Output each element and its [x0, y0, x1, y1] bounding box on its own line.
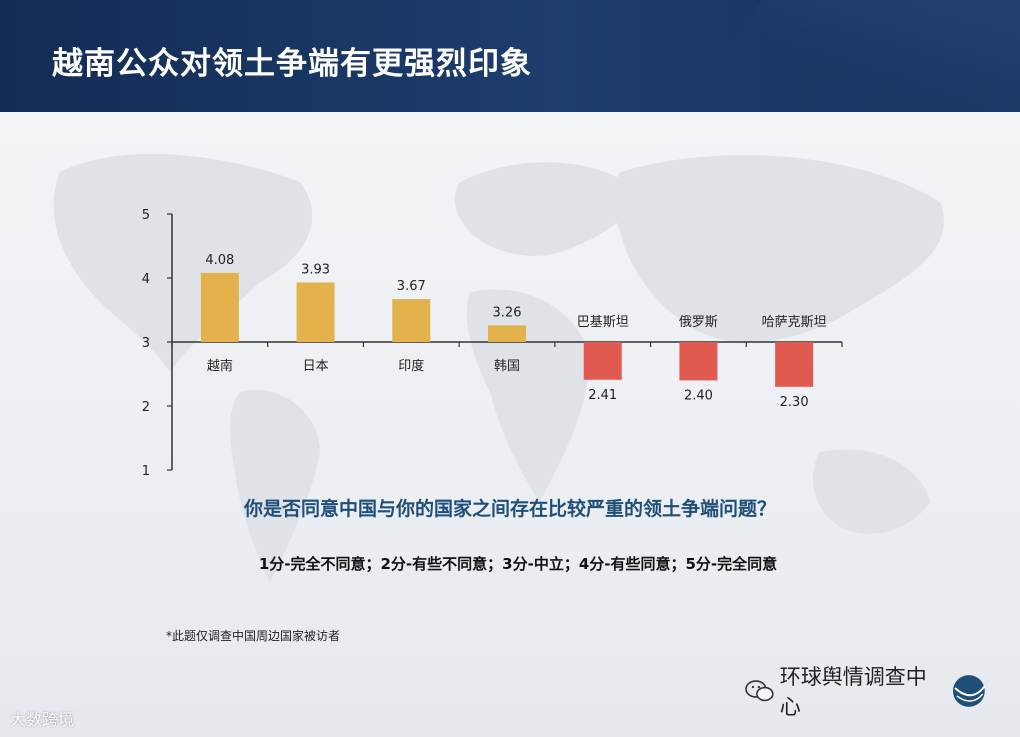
- scale-legend: 1分-完全不同意；2分-有些不同意；3分-中立；4分-有些同意；5分-完全同意: [258, 555, 778, 573]
- y-tick-label: 1: [142, 464, 150, 479]
- bar-value-label: 3.93: [301, 262, 330, 277]
- page-title: 越南公众对领土争端有更强烈印象: [52, 46, 532, 82]
- bar-value-label: 2.41: [588, 388, 617, 403]
- bar: [392, 299, 431, 342]
- y-tick-label: 2: [142, 400, 150, 415]
- watermark-bottom-right: 环球舆情调查中心: [744, 665, 1020, 719]
- bar: [583, 342, 622, 380]
- header-banner: 越南公众对领土争端有更强烈印象: [0, 0, 1020, 112]
- footnote: *此题仅调查中国周边国家被访者: [166, 629, 341, 643]
- bar: [296, 282, 335, 342]
- bar-value-label: 2.40: [684, 388, 713, 403]
- wechat-icon: [745, 680, 774, 702]
- bar-value-label: 3.26: [493, 305, 522, 320]
- category-label: 巴基斯坦: [577, 315, 629, 330]
- category-label: 俄罗斯: [679, 315, 718, 330]
- watermark-text: 环球舆情调查中心: [779, 665, 927, 719]
- survey-question: 你是否同意中国与你的国家之间存在比较严重的领土争端问题？: [243, 498, 776, 520]
- category-label: 韩国: [494, 359, 520, 374]
- category-label: 日本: [303, 359, 329, 374]
- bar: [775, 342, 814, 387]
- bar: [200, 272, 239, 342]
- bar: [679, 342, 718, 381]
- y-tick-label: 3: [142, 336, 150, 351]
- category-label: 印度: [398, 358, 424, 374]
- y-tick-label: 4: [142, 272, 150, 287]
- bar: [488, 325, 526, 342]
- watermark-bottom-left: 大数跨境: [10, 710, 75, 729]
- y-tick-label: 5: [142, 208, 150, 223]
- globe-logo-icon: [952, 675, 986, 707]
- category-label: 哈萨克斯坦: [762, 315, 827, 330]
- category-label: 越南: [207, 358, 233, 374]
- bar-value-label: 4.08: [205, 253, 234, 268]
- bar-value-label: 2.30: [780, 395, 809, 410]
- bar-value-label: 3.67: [397, 279, 426, 294]
